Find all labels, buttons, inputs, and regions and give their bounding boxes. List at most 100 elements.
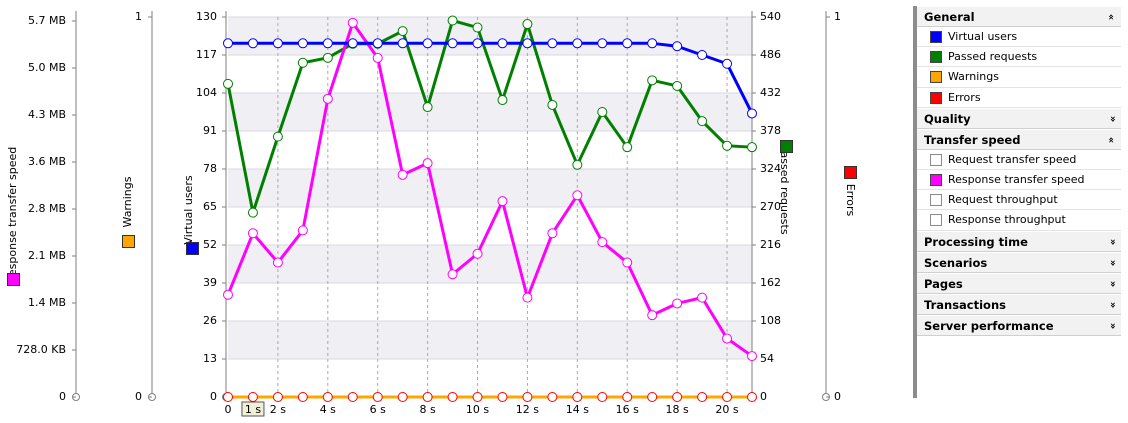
response-transfer-speed-point[interactable] — [347, 17, 358, 28]
response-transfer-speed-point[interactable] — [672, 298, 683, 309]
section-scenarios[interactable]: Scenarios » — [917, 251, 1121, 273]
errors-point[interactable] — [397, 392, 408, 402]
chevron-down-icon[interactable]: » — [1106, 259, 1118, 266]
response-transfer-speed-point[interactable] — [322, 93, 333, 104]
virtual-users-point[interactable] — [223, 38, 233, 49]
response-transfer-speed-point[interactable] — [597, 237, 608, 248]
chevron-down-icon[interactable]: » — [1106, 115, 1118, 122]
errors-point[interactable] — [597, 392, 608, 402]
response-transfer-speed-point[interactable] — [272, 257, 283, 268]
virtual-users-point[interactable] — [672, 41, 683, 52]
errors-point[interactable] — [422, 392, 433, 402]
errors-point[interactable] — [622, 392, 633, 402]
series-toggle-request-transfer-speed[interactable]: Request transfer speed — [917, 150, 1121, 170]
section-transfer-speed[interactable]: Transfer speed » — [917, 128, 1121, 150]
passed-requests-point[interactable] — [297, 57, 308, 68]
chevron-down-icon[interactable]: » — [1106, 301, 1118, 308]
response-transfer-speed-point[interactable] — [522, 292, 533, 303]
section-transactions[interactable]: Transactions » — [917, 293, 1121, 315]
passed-requests-point[interactable] — [622, 142, 633, 153]
errors-point[interactable] — [547, 392, 558, 402]
virtual-users-point[interactable] — [722, 58, 733, 69]
response-transfer-speed-point[interactable] — [397, 169, 408, 180]
errors-point[interactable] — [522, 392, 533, 402]
color-checkbox[interactable] — [930, 214, 942, 227]
series-toggle-errors[interactable]: Errors — [917, 88, 1121, 108]
virtual-users-point[interactable] — [697, 50, 708, 60]
color-checkbox[interactable] — [930, 91, 942, 104]
series-toggle-passed-requests[interactable]: Passed requests — [917, 47, 1121, 68]
virtual-users-point[interactable] — [422, 38, 433, 49]
response-transfer-speed-point[interactable] — [647, 310, 658, 321]
passed-requests-point[interactable] — [522, 19, 533, 30]
virtual-users-point[interactable] — [647, 38, 658, 49]
users-color-swatch[interactable] — [186, 242, 199, 255]
chevron-up-icon[interactable]: » — [1105, 13, 1117, 21]
chevron-down-icon[interactable]: » — [1106, 280, 1118, 287]
series-toggle-response-throughput[interactable]: Response throughput — [917, 210, 1121, 231]
passed-requests-point[interactable] — [747, 142, 757, 153]
color-checkbox[interactable] — [930, 51, 942, 64]
series-toggle-response-transfer-speed[interactable]: Response transfer speed — [917, 170, 1121, 191]
virtual-users-point[interactable] — [747, 108, 757, 119]
response-transfer-speed-point[interactable] — [472, 248, 483, 259]
passed-requests-point[interactable] — [422, 102, 433, 113]
response-transfer-speed-point[interactable] — [447, 269, 458, 280]
errors-point[interactable] — [372, 392, 383, 402]
passed-requests-point[interactable] — [672, 80, 683, 91]
errors-point[interactable] — [472, 392, 483, 402]
passed-requests-point[interactable] — [722, 140, 733, 151]
section-quality[interactable]: Quality » — [917, 107, 1121, 129]
errors-point[interactable] — [497, 392, 508, 402]
chevron-up-icon[interactable]: » — [1105, 136, 1117, 143]
section-server-performance[interactable]: Server performance » — [917, 314, 1121, 336]
virtual-users-point[interactable] — [322, 38, 333, 49]
response-transfer-speed-point[interactable] — [422, 158, 433, 169]
series-toggle-warnings[interactable]: Warnings — [917, 67, 1121, 88]
passed-requests-point[interactable] — [247, 207, 258, 218]
errors-point[interactable] — [322, 392, 333, 402]
errors-point[interactable] — [223, 392, 233, 402]
warnings-color-swatch[interactable] — [122, 235, 135, 248]
response-transfer-speed-point[interactable] — [297, 225, 308, 236]
passed-requests-point[interactable] — [647, 75, 658, 86]
series-toggle-virtual-users[interactable]: Virtual users — [917, 27, 1121, 48]
response-transfer-speed-point[interactable] — [572, 190, 583, 201]
color-checkbox[interactable] — [930, 173, 942, 186]
errors-point[interactable] — [747, 392, 757, 402]
errors-point[interactable] — [722, 392, 733, 402]
errors-point[interactable] — [572, 392, 583, 402]
passed-requests-point[interactable] — [223, 78, 233, 89]
response-transfer-speed-point[interactable] — [497, 196, 508, 207]
virtual-users-point[interactable] — [372, 38, 383, 49]
errors-point[interactable] — [247, 392, 258, 402]
errors-point[interactable] — [447, 392, 458, 402]
color-checkbox[interactable] — [930, 194, 942, 207]
section-pages[interactable]: Pages » — [917, 272, 1121, 294]
passed-color-swatch[interactable] — [780, 140, 793, 153]
errors-color-swatch[interactable] — [844, 166, 857, 179]
response-color-swatch[interactable] — [7, 273, 20, 286]
virtual-users-point[interactable] — [597, 38, 608, 49]
errors-point[interactable] — [347, 392, 358, 402]
virtual-users-point[interactable] — [497, 38, 508, 49]
passed-requests-point[interactable] — [697, 116, 708, 127]
passed-requests-point[interactable] — [322, 52, 333, 63]
errors-point[interactable] — [697, 392, 708, 402]
response-transfer-speed-point[interactable] — [747, 351, 757, 362]
color-checkbox[interactable] — [930, 31, 942, 43]
virtual-users-point[interactable] — [622, 38, 633, 49]
chevron-down-icon[interactable]: » — [1106, 322, 1118, 329]
passed-requests-point[interactable] — [497, 95, 508, 106]
errors-point[interactable] — [672, 392, 683, 402]
passed-requests-point[interactable] — [447, 15, 458, 26]
virtual-users-point[interactable] — [397, 38, 408, 49]
passed-requests-point[interactable] — [572, 159, 583, 170]
section-processing-time[interactable]: Processing time » — [917, 230, 1121, 252]
virtual-users-point[interactable] — [547, 38, 558, 49]
series-toggle-request-throughput[interactable]: Request throughput — [917, 190, 1121, 211]
virtual-users-point[interactable] — [472, 38, 483, 49]
section-general[interactable]: General » — [917, 6, 1121, 27]
errors-point[interactable] — [647, 392, 658, 402]
response-transfer-speed-point[interactable] — [372, 52, 383, 63]
